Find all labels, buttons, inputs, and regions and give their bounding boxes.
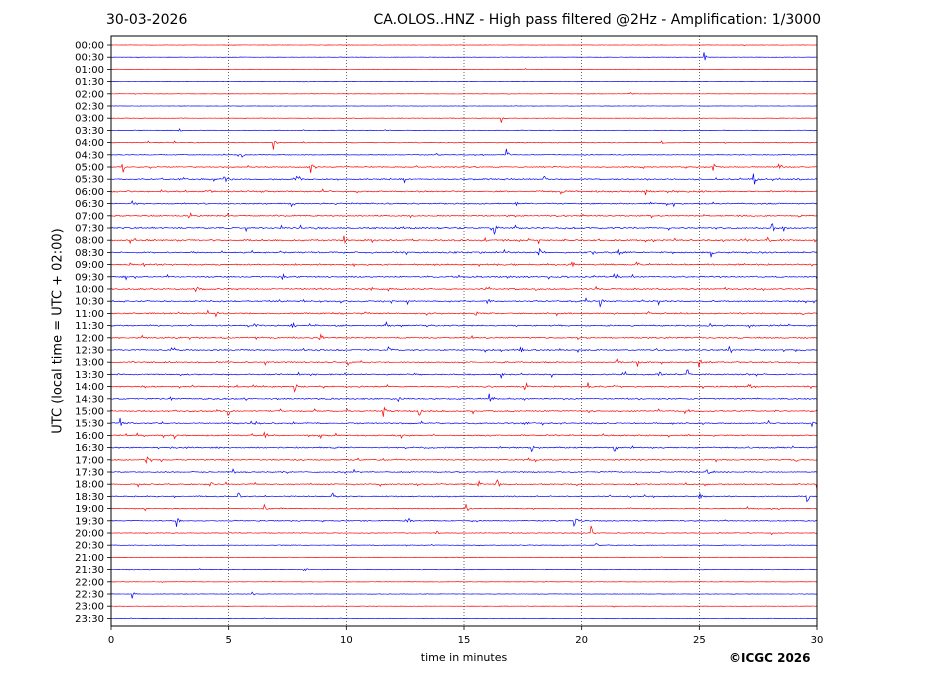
y-tick-label: 12:30 <box>75 346 104 357</box>
y-tick-label: 20:00 <box>75 529 104 540</box>
y-tick-label: 12:00 <box>75 333 104 344</box>
x-tick-label: 10 <box>340 635 353 646</box>
trace-0930 <box>110 273 818 281</box>
y-tick-label: 04:00 <box>75 138 104 149</box>
trace-0800 <box>110 235 818 245</box>
y-tick-label: 10:30 <box>75 297 104 308</box>
y-tick-label: 19:00 <box>75 504 104 515</box>
y-tick-label: 22:00 <box>75 577 104 588</box>
y-tick-label: 05:30 <box>75 175 104 186</box>
y-tick-label: 05:00 <box>75 163 104 174</box>
trace-2100 <box>111 556 817 559</box>
trace-1500 <box>110 406 818 417</box>
y-tick-label: 09:30 <box>75 272 104 283</box>
y-tick-label: 01:00 <box>75 65 104 76</box>
y-tick-label: 07:00 <box>75 211 104 222</box>
y-tick-label: 00:30 <box>75 53 104 64</box>
trace-1000 <box>110 285 818 293</box>
y-tick-label: 23:30 <box>75 614 104 625</box>
trace-0500 <box>110 163 818 174</box>
trace-1230 <box>110 345 818 354</box>
trace-0300 <box>110 117 818 123</box>
y-tick-label: 18:00 <box>75 480 104 491</box>
y-tick-label: 16:00 <box>75 431 104 442</box>
y-tick-label: 17:30 <box>75 468 104 479</box>
y-tick-label: 07:30 <box>75 224 104 235</box>
trace-1730 <box>110 468 818 474</box>
y-tick-label: 10:00 <box>75 285 104 296</box>
y-tick-label: 02:30 <box>75 102 104 113</box>
x-tick-label: 20 <box>575 635 588 646</box>
y-tick-label: 02:00 <box>75 89 104 100</box>
trace-0530 <box>110 173 818 185</box>
y-tick-label: 22:30 <box>75 590 104 601</box>
y-tick-label: 21:30 <box>75 565 104 576</box>
trace-1900 <box>110 503 818 512</box>
x-tick-label: 25 <box>693 635 706 646</box>
y-tick-label: 21:00 <box>75 553 104 564</box>
trace-1300 <box>110 358 818 368</box>
y-tick-label: 08:30 <box>75 248 104 259</box>
y-tick-label: 20:30 <box>75 541 104 552</box>
trace-1930 <box>110 518 818 528</box>
y-tick-label: 11:00 <box>75 309 104 320</box>
trace-2000 <box>110 525 818 536</box>
y-tick-label: 14:00 <box>75 382 104 393</box>
y-tick-label: 06:30 <box>75 199 104 210</box>
trace-1400 <box>110 382 818 393</box>
x-tick-label: 0 <box>108 635 114 646</box>
trace-0430 <box>110 148 818 158</box>
trace-2130 <box>110 568 818 572</box>
y-tick-label: 04:30 <box>75 150 104 161</box>
y-tick-label: 17:00 <box>75 455 104 466</box>
y-tick-label: 09:00 <box>75 260 104 271</box>
y-tick-label: 03:30 <box>75 126 104 137</box>
trace-1130 <box>110 320 818 329</box>
trace-2200 <box>111 580 818 583</box>
y-tick-label: 15:00 <box>75 407 104 418</box>
y-tick-label: 16:30 <box>75 443 104 454</box>
y-tick-label: 06:00 <box>75 187 104 198</box>
trace-2030 <box>110 542 818 547</box>
trace-1330 <box>110 369 818 379</box>
x-tick-label: 30 <box>811 635 824 646</box>
record-date: 30-03-2026 <box>106 12 188 28</box>
y-tick-label: 18:30 <box>75 492 104 503</box>
trace-1530 <box>110 417 818 428</box>
y-tick-label: 11:30 <box>75 321 104 332</box>
y-axis-label: UTC (local time = UTC + 02:00) <box>50 228 66 434</box>
y-tick-label: 14:30 <box>75 394 104 405</box>
y-tick-label: 19:30 <box>75 516 104 527</box>
y-tick-label: 23:00 <box>75 602 104 613</box>
x-tick-label: 5 <box>225 635 231 646</box>
trace-1200 <box>110 333 818 341</box>
y-tick-label: 00:00 <box>75 41 104 52</box>
y-tick-label: 01:30 <box>75 77 104 88</box>
trace-0030 <box>110 52 818 61</box>
y-tick-label: 15:30 <box>75 419 104 430</box>
copyright-notice: ©ICGC 2026 <box>729 651 811 665</box>
chart-title: CA.OLOS..HNZ - High pass filtered @2Hz -… <box>373 12 821 28</box>
y-tick-label: 08:00 <box>75 236 104 247</box>
x-axis-label: time in minutes <box>420 651 508 664</box>
trace-0600 <box>110 188 818 196</box>
y-tick-label: 03:00 <box>75 114 104 125</box>
x-tick-label: 15 <box>458 635 471 646</box>
y-tick-label: 13:00 <box>75 358 104 369</box>
trace-0700 <box>110 212 818 219</box>
trace-1030 <box>110 297 818 308</box>
trace-0400 <box>110 140 818 150</box>
trace-1430 <box>110 393 818 403</box>
y-tick-label: 13:30 <box>75 370 104 381</box>
trace-1800 <box>110 479 818 490</box>
trace-0330 <box>110 128 818 132</box>
trace-1830 <box>110 492 818 503</box>
